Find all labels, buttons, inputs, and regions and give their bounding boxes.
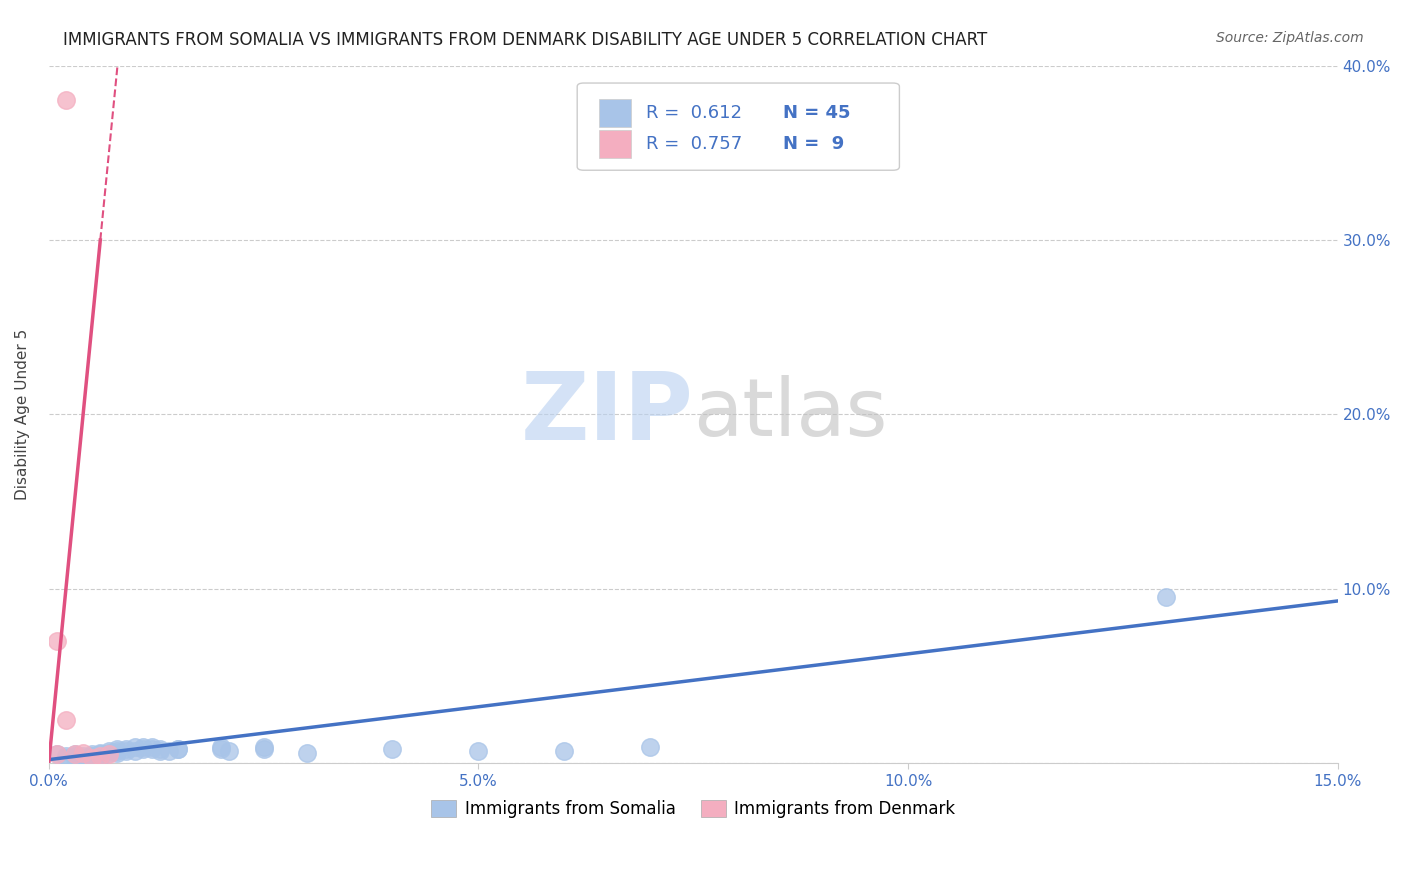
Text: ZIP: ZIP: [520, 368, 693, 460]
Point: [132, 740, 155, 755]
Point: [63, 751, 86, 765]
Point: [63, 747, 86, 762]
Point: [107, 744, 129, 758]
Point: [55, 749, 77, 764]
Point: [55, 94, 77, 108]
Point: [89, 751, 111, 765]
Point: [55, 713, 77, 727]
Text: R =  0.612: R = 0.612: [645, 104, 741, 122]
Point: [72, 751, 94, 765]
Point: [141, 740, 163, 755]
Point: [55, 751, 77, 765]
Point: [97, 747, 120, 762]
Text: IMMIGRANTS FROM SOMALIA VS IMMIGRANTS FROM DENMARK DISABILITY AGE UNDER 5 CORREL: IMMIGRANTS FROM SOMALIA VS IMMIGRANTS FR…: [63, 31, 987, 49]
Point: [166, 742, 188, 756]
Point: [72, 753, 94, 767]
Point: [89, 746, 111, 760]
Point: [638, 740, 661, 755]
Text: R =  0.757: R = 0.757: [645, 135, 742, 153]
Point: [89, 749, 111, 764]
FancyBboxPatch shape: [599, 99, 631, 127]
Point: [467, 744, 489, 758]
Point: [97, 744, 120, 758]
Point: [63, 749, 86, 764]
Point: [149, 744, 172, 758]
Point: [141, 742, 163, 756]
Text: Source: ZipAtlas.com: Source: ZipAtlas.com: [1216, 31, 1364, 45]
Point: [46, 747, 69, 762]
Point: [124, 744, 146, 758]
Point: [1154, 591, 1177, 605]
Point: [63, 747, 86, 762]
Point: [295, 746, 318, 760]
Point: [107, 742, 129, 756]
Point: [115, 742, 138, 756]
Point: [97, 746, 120, 760]
Point: [80, 749, 103, 764]
Legend: Immigrants from Somalia, Immigrants from Denmark: Immigrants from Somalia, Immigrants from…: [425, 793, 962, 824]
Text: N =  9: N = 9: [783, 135, 845, 153]
Point: [80, 749, 103, 764]
Point: [115, 744, 138, 758]
Point: [72, 749, 94, 764]
Point: [80, 747, 103, 762]
Point: [80, 751, 103, 765]
FancyBboxPatch shape: [578, 83, 900, 170]
Point: [166, 742, 188, 756]
Point: [381, 742, 404, 756]
Point: [46, 634, 69, 648]
Point: [218, 744, 240, 758]
FancyBboxPatch shape: [599, 129, 631, 158]
Point: [553, 744, 575, 758]
Point: [124, 740, 146, 755]
Point: [157, 744, 180, 758]
Y-axis label: Disability Age Under 5: Disability Age Under 5: [15, 329, 30, 500]
Text: atlas: atlas: [693, 376, 887, 453]
Point: [89, 747, 111, 762]
Point: [252, 742, 274, 756]
Point: [209, 742, 232, 756]
Text: N = 45: N = 45: [783, 104, 851, 122]
Point: [209, 740, 232, 755]
Point: [72, 746, 94, 760]
Point: [46, 747, 69, 762]
Point: [149, 742, 172, 756]
Point: [107, 746, 129, 760]
Point: [252, 740, 274, 755]
Point: [132, 742, 155, 756]
Point: [80, 751, 103, 765]
